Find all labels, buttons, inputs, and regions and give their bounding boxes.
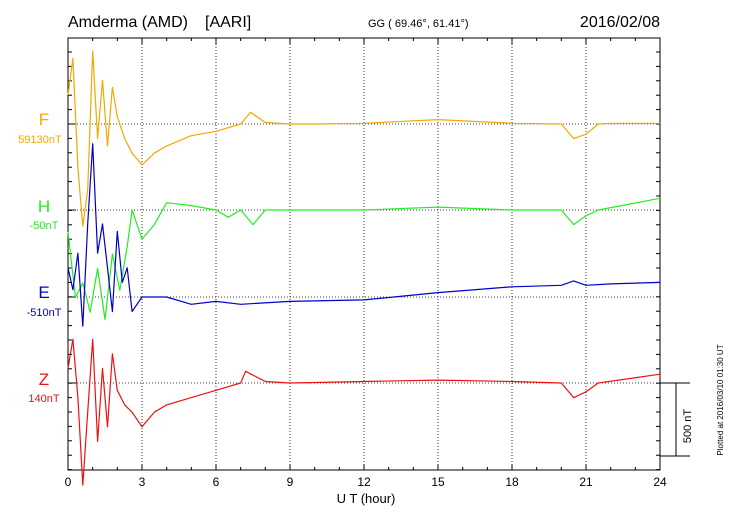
- station-name: Amderma (AMD): [68, 14, 188, 31]
- label-Z: Z: [39, 370, 49, 389]
- series-line-E: [67, 143, 661, 327]
- plot-date: 2016/02/08: [580, 14, 660, 31]
- series-line-Z: [67, 338, 661, 486]
- label-H: H: [38, 197, 50, 216]
- network-name: [AARI]: [205, 14, 251, 31]
- x-tick-label: 9: [287, 475, 294, 489]
- label-F: F: [39, 110, 49, 129]
- x-tick-label: 21: [579, 475, 593, 489]
- x-tick-label: 3: [139, 475, 146, 489]
- x-tick-label: 12: [357, 475, 371, 489]
- x-tick-label: 24: [653, 475, 667, 489]
- series-line-H: [67, 197, 661, 321]
- baseline-Z: 140nT: [28, 393, 59, 405]
- series-line-F: [67, 50, 660, 227]
- x-tick-label: 6: [213, 475, 220, 489]
- label-E: E: [38, 283, 49, 302]
- plotted-timestamp: Plotted at 2016/03/10 01:30 UT: [716, 344, 725, 455]
- x-tick-label: 15: [431, 475, 445, 489]
- x-tick-label: 18: [505, 475, 519, 489]
- baseline-E: -510nT: [27, 307, 62, 319]
- station-coords: GG ( 69.46°, 61.41°): [368, 18, 469, 30]
- baseline-F: 59130nT: [18, 134, 62, 146]
- scale-bar-label: 500 nT: [682, 409, 694, 444]
- baseline-H: -50nT: [30, 220, 59, 232]
- x-tick-label: 0: [65, 475, 72, 489]
- x-axis-title: U T (hour): [337, 491, 396, 506]
